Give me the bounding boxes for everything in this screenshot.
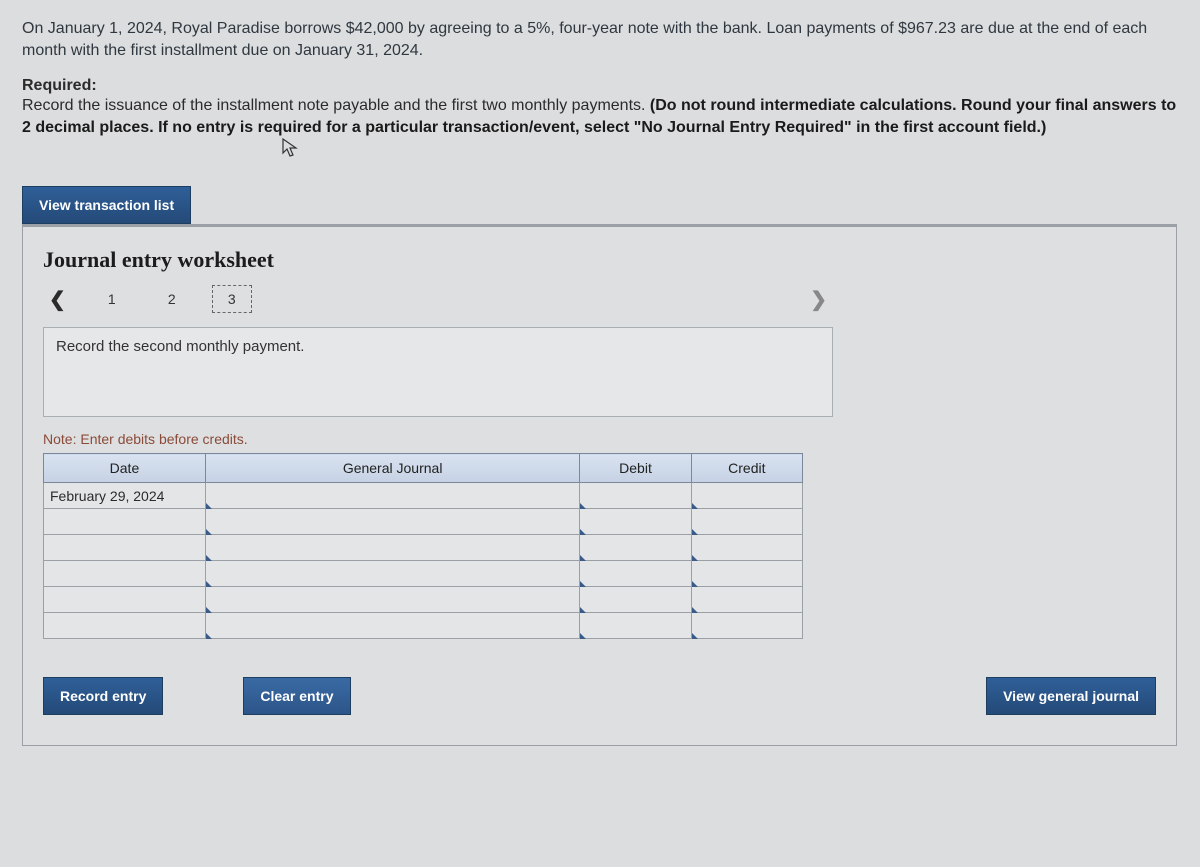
cell-debit[interactable]: [580, 587, 691, 613]
chevron-right-icon[interactable]: ❯: [804, 287, 833, 312]
cell-date[interactable]: [44, 587, 206, 613]
view-general-journal-button[interactable]: View general journal: [986, 677, 1156, 715]
problem-statement: On January 1, 2024, Royal Paradise borro…: [22, 18, 1178, 61]
col-header-credit: Credit: [691, 454, 802, 483]
cell-general-journal[interactable]: [205, 535, 579, 561]
action-buttons-row: Record entry Clear entry View general jo…: [43, 677, 1156, 715]
table-row: [44, 509, 803, 535]
table-row: [44, 561, 803, 587]
debits-before-credits-note: Note: Enter debits before credits.: [43, 431, 1156, 447]
cell-debit[interactable]: [580, 535, 691, 561]
cell-general-journal[interactable]: [205, 587, 579, 613]
cell-debit[interactable]: [580, 613, 691, 639]
table-row: [44, 535, 803, 561]
cell-general-journal[interactable]: [205, 613, 579, 639]
cell-date[interactable]: [44, 613, 206, 639]
cell-credit[interactable]: [691, 509, 802, 535]
cell-credit[interactable]: [691, 535, 802, 561]
step-navigation: ❮ 1 2 3 ❯: [43, 285, 833, 313]
cell-general-journal[interactable]: [205, 561, 579, 587]
cursor-icon: [282, 138, 298, 158]
col-header-date: Date: [44, 454, 206, 483]
cell-general-journal[interactable]: [205, 483, 579, 509]
cell-credit[interactable]: [691, 561, 802, 587]
cell-date[interactable]: [44, 535, 206, 561]
table-row: [44, 587, 803, 613]
chevron-left-icon[interactable]: ❮: [43, 287, 72, 312]
required-label: Required:: [22, 77, 1178, 95]
cell-date[interactable]: [44, 509, 206, 535]
cell-date[interactable]: [44, 561, 206, 587]
view-transaction-list-button[interactable]: View transaction list: [22, 186, 191, 224]
cell-general-journal[interactable]: [205, 509, 579, 535]
journal-entry-table: Date General Journal Debit Credit Februa…: [43, 453, 803, 639]
journal-worksheet-panel: Journal entry worksheet ❮ 1 2 3 ❯ Record…: [22, 224, 1177, 746]
col-header-debit: Debit: [580, 454, 691, 483]
clear-entry-button[interactable]: Clear entry: [243, 677, 350, 715]
step-3[interactable]: 3: [212, 285, 252, 313]
record-entry-button[interactable]: Record entry: [43, 677, 163, 715]
required-text: Record the issuance of the installment n…: [22, 97, 650, 114]
cell-debit[interactable]: [580, 483, 691, 509]
cell-debit[interactable]: [580, 561, 691, 587]
required-block: Required: Record the issuance of the ins…: [22, 77, 1178, 158]
col-header-general-journal: General Journal: [205, 454, 579, 483]
cell-credit[interactable]: [691, 587, 802, 613]
cell-debit[interactable]: [580, 509, 691, 535]
table-row: February 29, 2024: [44, 483, 803, 509]
step-2[interactable]: 2: [152, 285, 192, 313]
cell-credit[interactable]: [691, 613, 802, 639]
transaction-instruction: Record the second monthly payment.: [43, 327, 833, 417]
cell-credit[interactable]: [691, 483, 802, 509]
step-1[interactable]: 1: [92, 285, 132, 313]
table-row: [44, 613, 803, 639]
cell-date[interactable]: February 29, 2024: [44, 483, 206, 509]
worksheet-title: Journal entry worksheet: [43, 247, 1156, 273]
